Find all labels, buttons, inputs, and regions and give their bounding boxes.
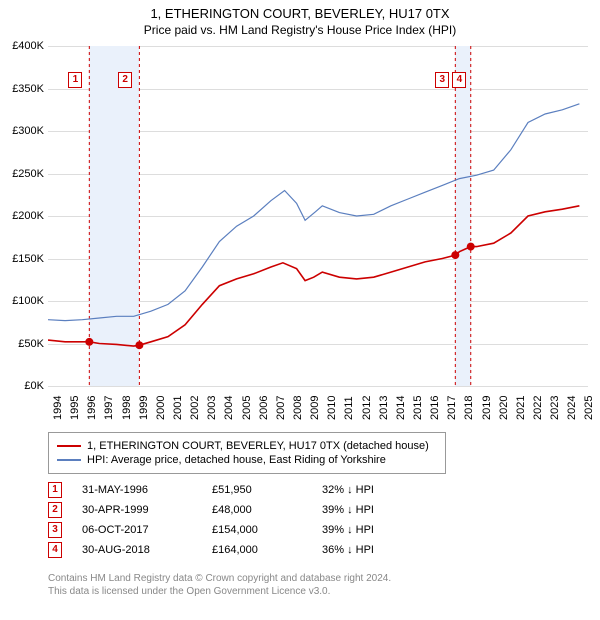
x-tick-label: 2008 xyxy=(292,396,304,420)
x-tick-label: 2025 xyxy=(583,396,595,420)
row-marker-box: 4 xyxy=(48,542,62,558)
series-line-hpi xyxy=(48,104,579,321)
legend-label: 1, ETHERINGTON COURT, BEVERLEY, HU17 0TX… xyxy=(87,440,429,452)
series-line-price_paid xyxy=(48,206,579,346)
y-tick-label: £250K xyxy=(0,168,44,180)
footer-attribution: Contains HM Land Registry data © Crown c… xyxy=(48,572,391,598)
x-tick-label: 2016 xyxy=(429,396,441,420)
legend-swatch xyxy=(57,459,81,461)
x-tick-label: 2018 xyxy=(463,396,475,420)
x-tick-label: 2022 xyxy=(532,396,544,420)
row-marker-box: 2 xyxy=(48,502,62,518)
legend-label: HPI: Average price, detached house, East… xyxy=(87,454,386,466)
x-tick-label: 2010 xyxy=(326,396,338,420)
x-tick-label: 2009 xyxy=(309,396,321,420)
row-price: £48,000 xyxy=(212,504,322,516)
chart-svg xyxy=(48,46,588,386)
x-tick-label: 2000 xyxy=(155,396,167,420)
table-row: 3 06-OCT-2017£154,00039% ↓ HPI xyxy=(48,520,422,540)
x-tick-label: 2024 xyxy=(566,396,578,420)
table-row: 1 31-MAY-1996£51,95032% ↓ HPI xyxy=(48,480,422,500)
legend-row: HPI: Average price, detached house, East… xyxy=(57,453,437,467)
x-tick-label: 1996 xyxy=(86,396,98,420)
y-tick-label: £100K xyxy=(0,295,44,307)
transaction-table: 1 31-MAY-1996£51,95032% ↓ HPI 2 30-APR-1999… xyxy=(48,480,422,560)
x-axis: 1994 1995 1996 1997 1998 1999 2000 2001 2002 2003… xyxy=(48,386,588,428)
y-tick-label: £200K xyxy=(0,210,44,222)
footer-line-2: This data is licensed under the Open Gov… xyxy=(48,585,391,598)
y-tick-label: £0K xyxy=(0,380,44,392)
legend-swatch xyxy=(57,445,81,447)
y-tick-label: £400K xyxy=(0,40,44,52)
legend-row: 1, ETHERINGTON COURT, BEVERLEY, HU17 0TX… xyxy=(57,439,437,453)
row-price: £154,000 xyxy=(212,524,322,536)
y-tick-label: £150K xyxy=(0,253,44,265)
x-tick-label: 2003 xyxy=(206,396,218,420)
table-row: 4 30-AUG-2018£164,00036% ↓ HPI xyxy=(48,540,422,560)
x-tick-label: 2011 xyxy=(343,396,355,420)
row-marker-box: 1 xyxy=(48,482,62,498)
row-date: 30-AUG-2018 xyxy=(82,544,212,556)
x-tick-label: 1998 xyxy=(121,396,133,420)
x-tick-label: 2012 xyxy=(361,396,373,420)
x-tick-label: 2006 xyxy=(258,396,270,420)
row-date: 06-OCT-2017 xyxy=(82,524,212,536)
x-tick-label: 1997 xyxy=(103,396,115,420)
x-tick-label: 2004 xyxy=(223,396,235,420)
marker-label-3: 3 xyxy=(435,72,449,88)
x-tick-label: 2017 xyxy=(446,396,458,420)
y-tick-label: £300K xyxy=(0,125,44,137)
row-price: £51,950 xyxy=(212,484,322,496)
row-pct: 36% ↓ HPI xyxy=(322,544,422,556)
y-tick-label: £50K xyxy=(0,338,44,350)
chart-container: 1, ETHERINGTON COURT, BEVERLEY, HU17 0TX… xyxy=(0,0,600,620)
x-tick-label: 2007 xyxy=(275,396,287,420)
marker-label-4: 4 xyxy=(452,72,466,88)
x-tick-label: 2023 xyxy=(549,396,561,420)
marker-label-1: 1 xyxy=(68,72,82,88)
table-row: 2 30-APR-1999£48,00039% ↓ HPI xyxy=(48,500,422,520)
row-date: 30-APR-1999 xyxy=(82,504,212,516)
x-tick-label: 2005 xyxy=(241,396,253,420)
row-date: 31-MAY-1996 xyxy=(82,484,212,496)
legend: 1, ETHERINGTON COURT, BEVERLEY, HU17 0TX… xyxy=(48,432,446,474)
x-tick-label: 2014 xyxy=(395,396,407,420)
x-tick-label: 1999 xyxy=(138,396,150,420)
plot-area: 1 2 34 xyxy=(48,46,588,386)
x-tick-label: 2019 xyxy=(481,396,493,420)
row-marker-box: 3 xyxy=(48,522,62,538)
y-tick-label: £350K xyxy=(0,83,44,95)
row-pct: 32% ↓ HPI xyxy=(322,484,422,496)
x-tick-label: 2020 xyxy=(498,396,510,420)
x-tick-label: 2021 xyxy=(515,396,527,420)
x-tick-label: 2013 xyxy=(378,396,390,420)
x-tick-label: 2001 xyxy=(172,396,184,420)
x-tick-label: 2015 xyxy=(412,396,424,420)
row-price: £164,000 xyxy=(212,544,322,556)
row-pct: 39% ↓ HPI xyxy=(322,524,422,536)
x-tick-label: 1995 xyxy=(69,396,81,420)
x-tick-label: 2002 xyxy=(189,396,201,420)
chart-subtitle: Price paid vs. HM Land Registry's House … xyxy=(0,21,600,37)
footer-line-1: Contains HM Land Registry data © Crown c… xyxy=(48,572,391,585)
row-pct: 39% ↓ HPI xyxy=(322,504,422,516)
chart-title: 1, ETHERINGTON COURT, BEVERLEY, HU17 0TX xyxy=(0,0,600,21)
marker-label-2: 2 xyxy=(118,72,132,88)
x-tick-label: 1994 xyxy=(52,396,64,420)
